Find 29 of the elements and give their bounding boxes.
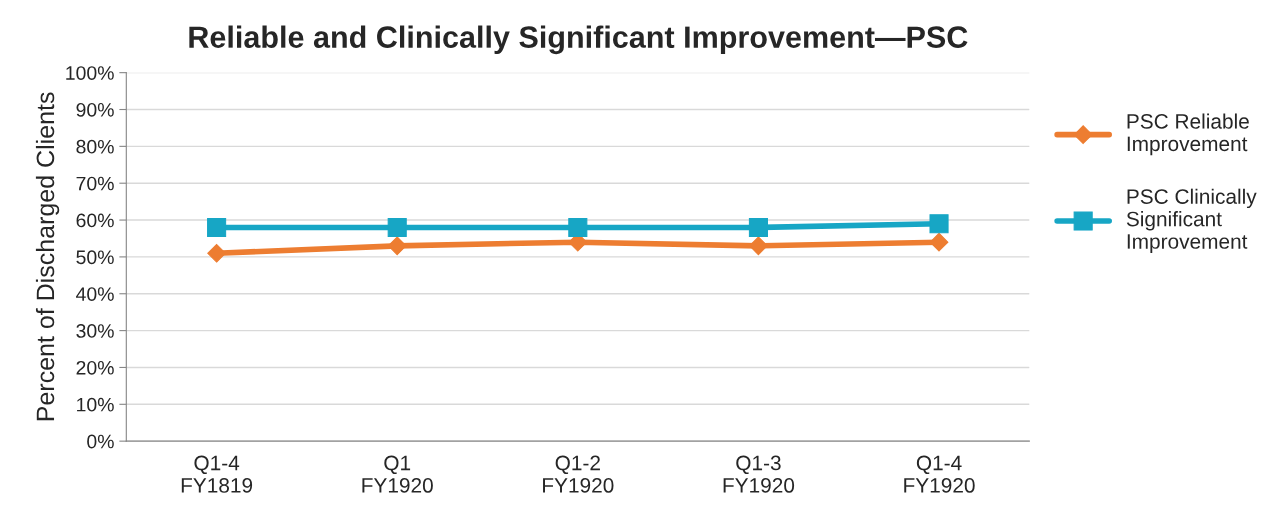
x-tick-label: Q1-4 FY1819 [181, 455, 253, 493]
point [568, 217, 588, 237]
x-tick-label: Q1 FY1920 [362, 455, 433, 493]
y-tick-label: 50% [76, 250, 114, 265]
y-tick-label: 80% [76, 139, 114, 154]
legend-label: PSC Reliable Improvement [1127, 113, 1249, 156]
point [929, 232, 949, 252]
y-tick-label: 10% [77, 397, 114, 412]
y-tick-label: 100% [66, 66, 114, 80]
y-tick-label: 20% [76, 360, 114, 375]
chart-title: Reliable and Clinically Significant Improvement—PSC [189, 25, 968, 55]
point [929, 214, 949, 234]
legend-label: PSC Clinically Significant Improvement [1126, 188, 1257, 253]
point [207, 217, 227, 237]
y-tick-label: 90% [76, 102, 114, 117]
y-tick-label: 70% [76, 176, 114, 191]
point [387, 236, 407, 256]
y-tick-label: 40% [76, 287, 114, 301]
x-tick-label: Q1-4 FY1920 [904, 455, 975, 493]
point [207, 243, 226, 263]
point [387, 217, 407, 237]
point [748, 217, 768, 237]
point [749, 236, 768, 256]
x-tick-label: Q1-2 FY1920 [543, 455, 614, 493]
y-tick-label: 60% [76, 213, 114, 228]
y-axis-title: Percent of Discharged Clients [35, 92, 60, 421]
y-tick-label: 0% [87, 434, 114, 449]
y-tick-label: 30% [76, 324, 114, 338]
x-tick-label: Q1-3 FY1920 [723, 455, 795, 493]
